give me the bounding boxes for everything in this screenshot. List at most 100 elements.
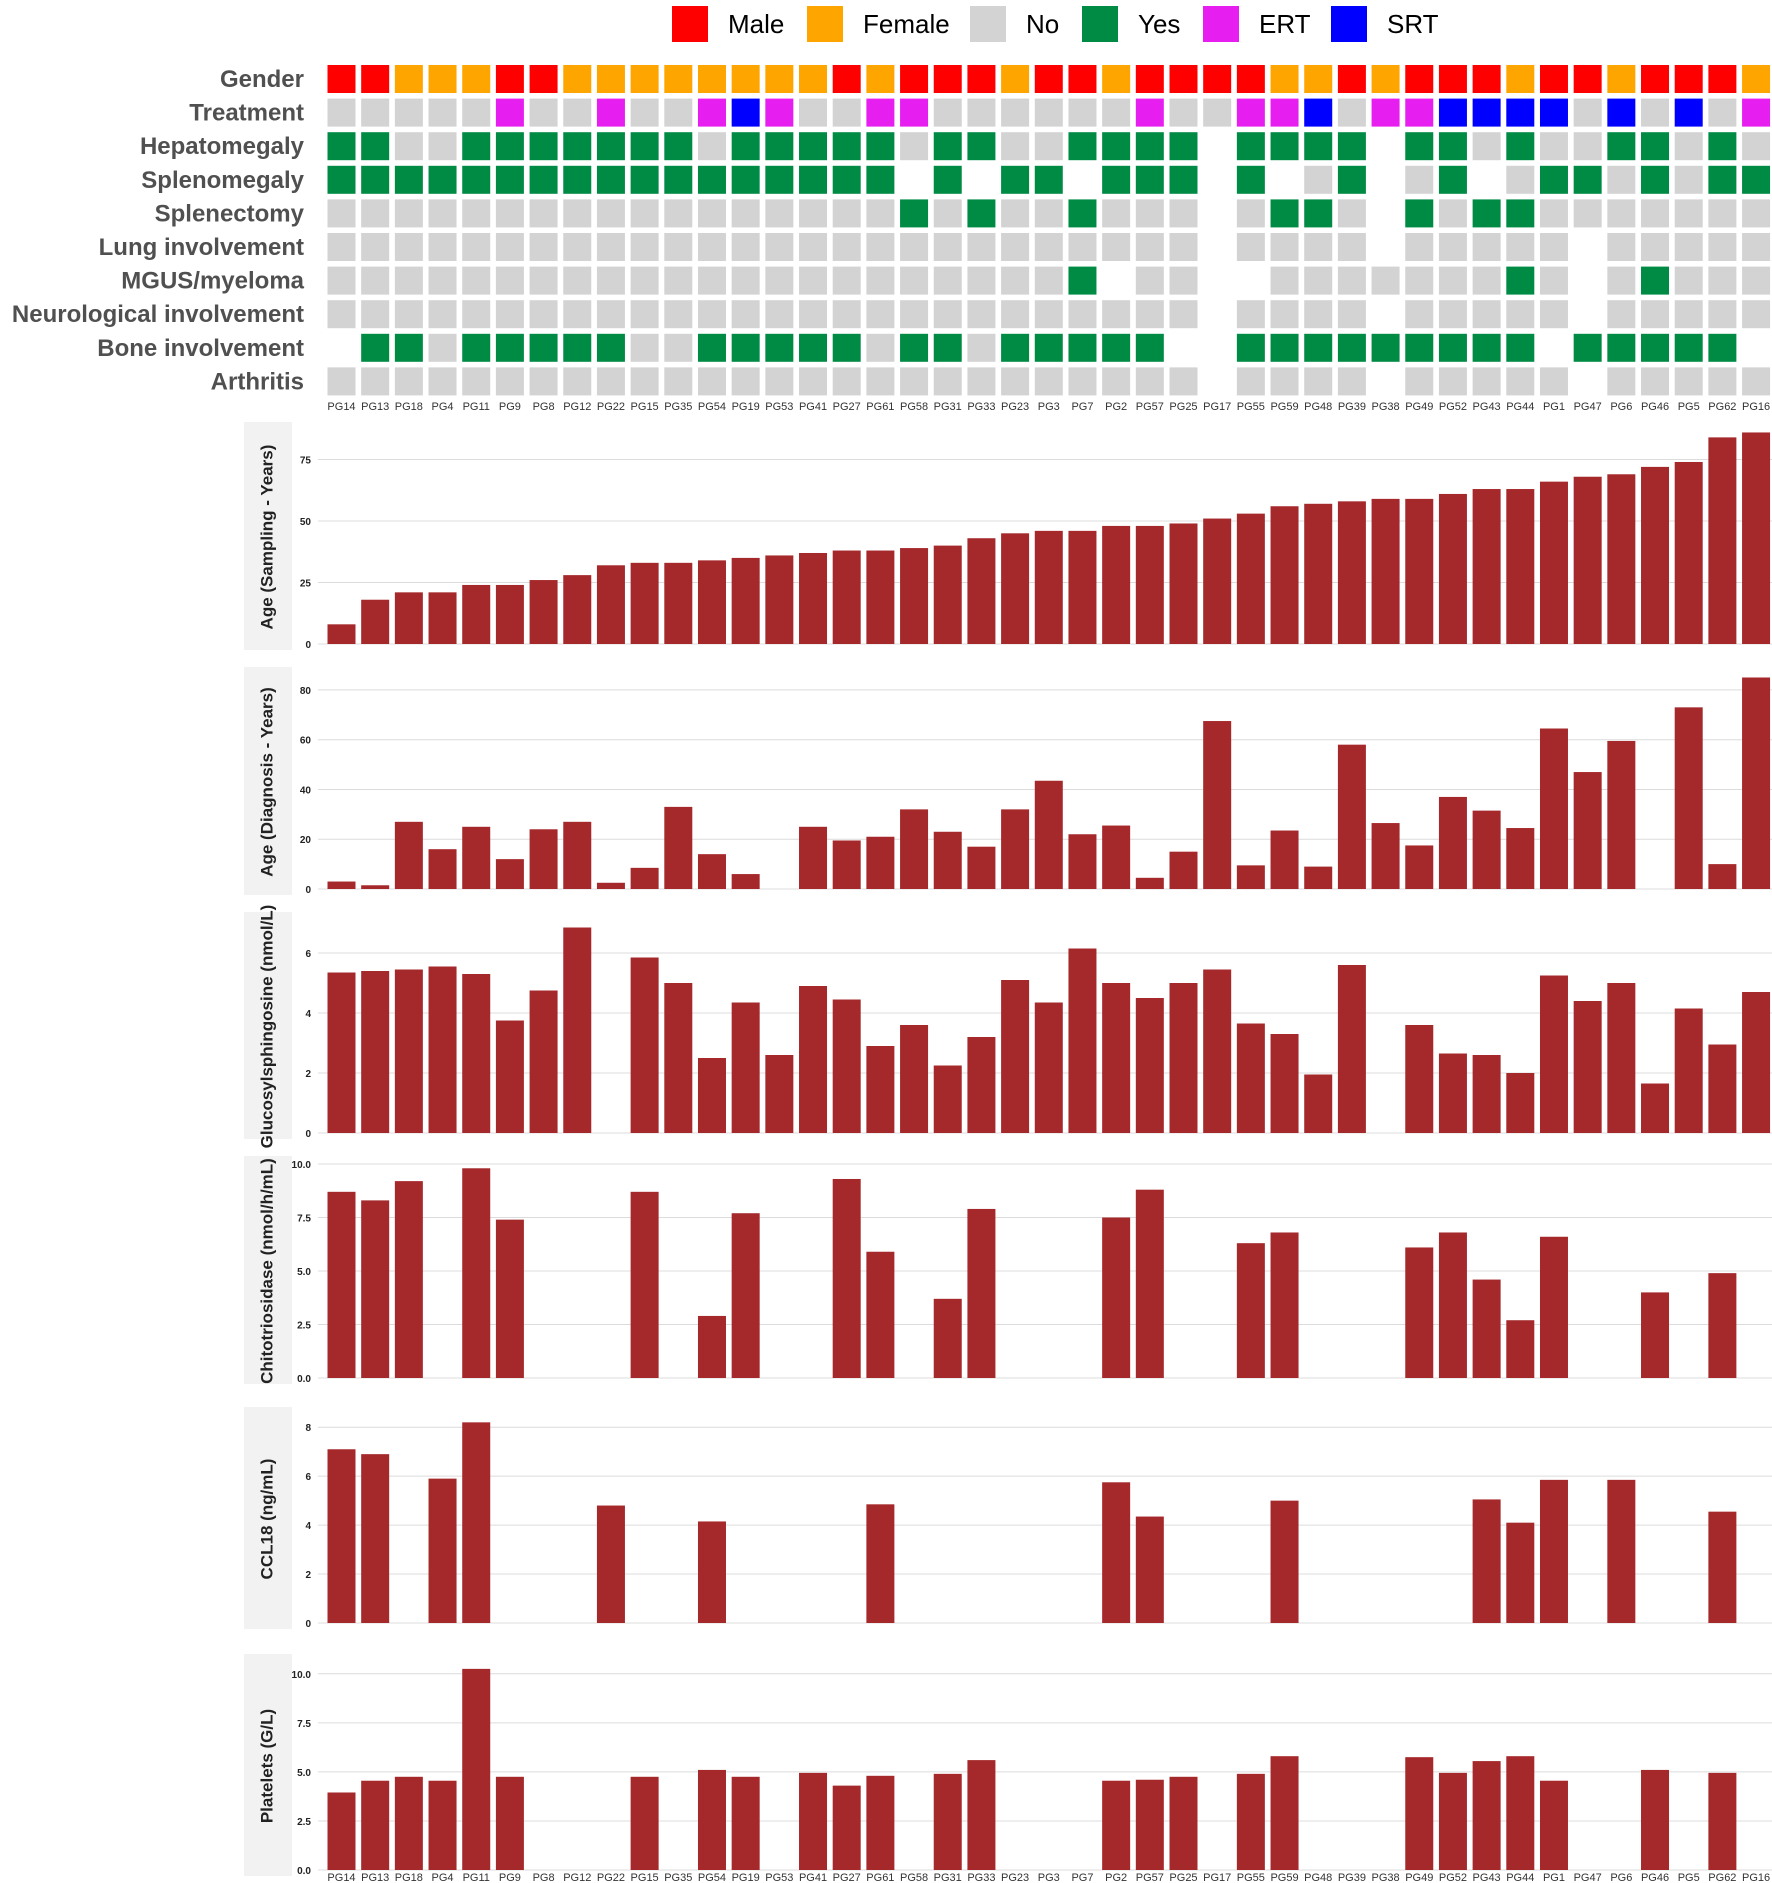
bar bbox=[832, 840, 861, 889]
heatmap-cell bbox=[462, 165, 491, 194]
heatmap-cell bbox=[1539, 300, 1568, 329]
bar bbox=[1438, 1772, 1467, 1870]
heatmap-cell bbox=[1674, 98, 1703, 127]
heatmap-cell bbox=[832, 367, 861, 396]
bar-panel: Chitotriosidase (nmol/h/mL) 0.0 2.5 5.0 7.5 1… bbox=[244, 1156, 1772, 1385]
heatmap-cell bbox=[967, 199, 996, 228]
heatmap-cell bbox=[1742, 233, 1771, 261]
heatmap-cell bbox=[765, 65, 794, 93]
heatmap-cell bbox=[799, 300, 828, 329]
heatmap-cell bbox=[563, 65, 592, 93]
heatmap-cell bbox=[664, 132, 693, 161]
bar bbox=[1438, 1053, 1467, 1133]
heatmap-cell bbox=[1405, 65, 1434, 93]
sample-label: PG61 bbox=[866, 401, 894, 413]
y-tick-label: 4 bbox=[305, 1009, 311, 1020]
heatmap-cell bbox=[1539, 98, 1568, 127]
heatmap-cell bbox=[832, 165, 861, 194]
sample-label: PG9 bbox=[499, 401, 521, 413]
bar-panel: Glucosylsphingosine (nmol/L) 0 2 4 6 bbox=[244, 905, 1772, 1148]
bar bbox=[1304, 1074, 1333, 1133]
heatmap-cell bbox=[1405, 199, 1434, 228]
heatmap-cell bbox=[832, 300, 861, 329]
bar bbox=[1001, 809, 1030, 889]
heatmap-cell bbox=[866, 233, 895, 261]
bar bbox=[596, 1505, 625, 1623]
bar bbox=[1236, 1773, 1265, 1870]
heatmap-cell bbox=[1506, 333, 1535, 362]
bar bbox=[1236, 1243, 1265, 1378]
heatmap-cell bbox=[1641, 300, 1670, 329]
heatmap-cell bbox=[799, 98, 828, 127]
bar-panels: Age (Sampling - Years) 0 25 50 75 Age (Diagno… bbox=[244, 422, 1772, 1877]
heatmap-cell bbox=[731, 266, 760, 295]
heatmap-cell bbox=[462, 199, 491, 228]
sample-label: PG53 bbox=[765, 1872, 793, 1883]
heatmap-cell bbox=[1573, 199, 1602, 228]
bar bbox=[1539, 481, 1568, 644]
y-tick-label: 8 bbox=[305, 1423, 311, 1434]
heatmap-cell bbox=[1034, 165, 1063, 194]
bar bbox=[1472, 1055, 1501, 1133]
heatmap-cell bbox=[1472, 300, 1501, 329]
heatmap-cell bbox=[1674, 199, 1703, 228]
heatmap-row-label: Bone involvement bbox=[97, 335, 304, 362]
bar bbox=[394, 592, 423, 644]
sample-label: PG5 bbox=[1678, 401, 1700, 413]
sample-label: PG2 bbox=[1105, 1872, 1127, 1883]
bar bbox=[697, 1315, 726, 1378]
bar bbox=[529, 580, 558, 644]
sample-labels-heatmap: PG14 PG13 PG18 PG4 PG11 PG9 PG8 PG12 PG22 PG15 PG3… bbox=[327, 401, 1770, 413]
bar bbox=[1236, 1023, 1265, 1133]
bar bbox=[394, 1776, 423, 1870]
heatmap-cell bbox=[495, 65, 524, 93]
heatmap-cell bbox=[1169, 199, 1198, 228]
heatmap-cell bbox=[394, 367, 423, 396]
heatmap-cell bbox=[1742, 165, 1771, 194]
bar bbox=[495, 1020, 524, 1133]
heatmap-cell bbox=[1337, 233, 1366, 261]
bar bbox=[1438, 796, 1467, 889]
heatmap-cell bbox=[1405, 98, 1434, 127]
heatmap-cell bbox=[1068, 266, 1097, 295]
bar bbox=[1337, 965, 1366, 1133]
bar bbox=[1472, 1761, 1501, 1870]
heatmap-cell bbox=[1371, 333, 1400, 362]
legend-swatch-female bbox=[807, 6, 843, 42]
heatmap-cell bbox=[1001, 266, 1030, 295]
bar bbox=[1641, 1083, 1670, 1133]
bar bbox=[1539, 1780, 1568, 1870]
bar bbox=[799, 1772, 828, 1870]
bar bbox=[596, 882, 625, 889]
heatmap-cell bbox=[361, 333, 390, 362]
heatmap-cell bbox=[697, 233, 726, 261]
heatmap-cell bbox=[1270, 98, 1299, 127]
sample-label: PG2 bbox=[1105, 401, 1127, 413]
heatmap-cell bbox=[1236, 300, 1265, 329]
heatmap-cell bbox=[1438, 300, 1467, 329]
bar bbox=[428, 849, 457, 889]
heatmap-cell bbox=[967, 132, 996, 161]
heatmap-cell bbox=[630, 233, 659, 261]
heatmap-cell bbox=[1001, 132, 1030, 161]
sample-label: PG46 bbox=[1641, 401, 1669, 413]
bar-panel: Age (Sampling - Years) 0 25 50 75 bbox=[244, 422, 1772, 651]
bar bbox=[428, 1780, 457, 1870]
heatmap-cell bbox=[428, 300, 457, 329]
bar bbox=[1169, 851, 1198, 889]
heatmap-cell bbox=[664, 165, 693, 194]
heatmap-cell bbox=[1674, 233, 1703, 261]
legend-label: Male bbox=[728, 9, 784, 39]
bar bbox=[1708, 1044, 1737, 1133]
bar bbox=[1472, 489, 1501, 644]
heatmap-cell bbox=[1607, 199, 1636, 228]
heatmap-cell bbox=[462, 266, 491, 295]
legend-label: ERT bbox=[1259, 9, 1311, 39]
heatmap-cell bbox=[1304, 65, 1333, 93]
bar bbox=[765, 555, 794, 644]
heatmap-cell bbox=[462, 233, 491, 261]
bar bbox=[361, 885, 390, 889]
bar bbox=[664, 983, 693, 1133]
heatmap-cell bbox=[1708, 266, 1737, 295]
sample-label: PG9 bbox=[499, 1872, 521, 1883]
